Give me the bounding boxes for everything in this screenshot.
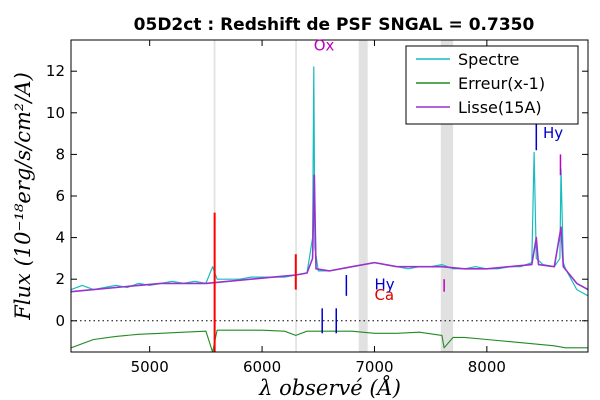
y-tick-label-0: 0 [55, 312, 65, 330]
y-tick-label-6: 6 [55, 187, 65, 205]
x-tick-label-5000: 5000 [131, 358, 169, 376]
x-axis-label: λ observé (Å) [258, 375, 401, 400]
annotation-0: Ox [314, 36, 335, 54]
legend: Spectre Erreur(x-1) Lisse(15A) [405, 45, 579, 125]
series-line-2 [71, 174, 588, 293]
y-axis-label: Flux (10⁻¹⁸erg/s/cm²/A) [11, 72, 35, 321]
legend-label-1: Erreur(x-1) [458, 74, 545, 93]
sky-band-2 [358, 40, 368, 352]
y-tick-label-12: 12 [46, 62, 65, 80]
series-line-1 [71, 329, 588, 352]
x-tick-label-6000: 6000 [243, 358, 281, 376]
y-tick-label-10: 10 [46, 104, 65, 122]
x-tick-label-8000: 8000 [468, 358, 506, 376]
y-tick-label-2: 2 [55, 270, 65, 288]
y-tick-label-8: 8 [55, 145, 65, 163]
sky-band-1 [295, 40, 297, 352]
legend-label-0: Spectre [458, 50, 519, 69]
chart-title: 05D2ct : Redshift de PSF SNGAL = 0.7350 [134, 15, 535, 35]
axis-ticks: 5000 6000 7000 8000 0 2 4 6 8 10 12 [46, 40, 588, 376]
y-tick-label-4: 4 [55, 229, 65, 247]
x-tick-label-7000: 7000 [355, 358, 393, 376]
annotation-2: Hy [374, 276, 394, 294]
annotation-1: Hy [543, 124, 563, 142]
legend-label-2: Lisse(15A) [458, 98, 542, 117]
sky-band-0 [213, 40, 216, 352]
annotation-3: Ca [374, 286, 394, 304]
